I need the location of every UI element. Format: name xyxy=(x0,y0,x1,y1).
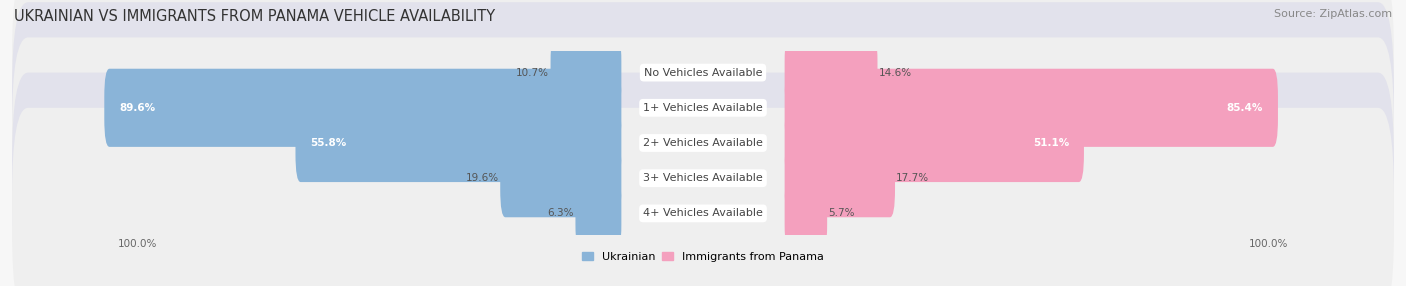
FancyBboxPatch shape xyxy=(13,108,1393,286)
Text: 14.6%: 14.6% xyxy=(879,67,912,78)
Text: 3+ Vehicles Available: 3+ Vehicles Available xyxy=(643,173,763,183)
FancyBboxPatch shape xyxy=(501,139,621,217)
Text: 19.6%: 19.6% xyxy=(465,173,499,183)
FancyBboxPatch shape xyxy=(104,69,621,147)
Text: 5.7%: 5.7% xyxy=(828,208,855,219)
FancyBboxPatch shape xyxy=(13,0,1393,178)
Text: 1+ Vehicles Available: 1+ Vehicles Available xyxy=(643,103,763,113)
Text: 85.4%: 85.4% xyxy=(1227,103,1263,113)
Text: 89.6%: 89.6% xyxy=(120,103,155,113)
Text: 2+ Vehicles Available: 2+ Vehicles Available xyxy=(643,138,763,148)
FancyBboxPatch shape xyxy=(13,73,1393,284)
Text: 55.8%: 55.8% xyxy=(311,138,346,148)
Legend: Ukrainian, Immigrants from Panama: Ukrainian, Immigrants from Panama xyxy=(582,252,824,262)
Text: UKRAINIAN VS IMMIGRANTS FROM PANAMA VEHICLE AVAILABILITY: UKRAINIAN VS IMMIGRANTS FROM PANAMA VEHI… xyxy=(14,9,495,23)
FancyBboxPatch shape xyxy=(295,104,621,182)
FancyBboxPatch shape xyxy=(13,37,1393,249)
Text: 10.7%: 10.7% xyxy=(516,67,550,78)
Text: 4+ Vehicles Available: 4+ Vehicles Available xyxy=(643,208,763,219)
FancyBboxPatch shape xyxy=(785,104,1084,182)
Text: No Vehicles Available: No Vehicles Available xyxy=(644,67,762,78)
FancyBboxPatch shape xyxy=(785,69,1278,147)
FancyBboxPatch shape xyxy=(575,174,621,253)
FancyBboxPatch shape xyxy=(785,33,877,112)
FancyBboxPatch shape xyxy=(551,33,621,112)
Text: 17.7%: 17.7% xyxy=(896,173,929,183)
FancyBboxPatch shape xyxy=(13,2,1393,213)
Text: 51.1%: 51.1% xyxy=(1033,138,1069,148)
Text: 6.3%: 6.3% xyxy=(548,208,574,219)
Text: Source: ZipAtlas.com: Source: ZipAtlas.com xyxy=(1274,9,1392,19)
FancyBboxPatch shape xyxy=(785,174,827,253)
FancyBboxPatch shape xyxy=(785,139,896,217)
